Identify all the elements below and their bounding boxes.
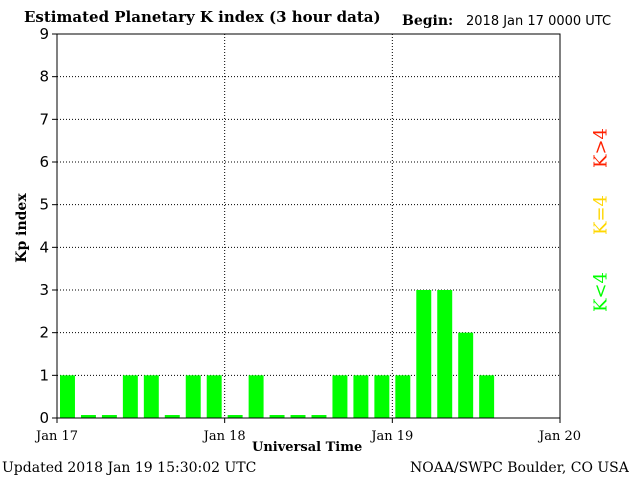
y-tick-label: 7 (39, 110, 49, 128)
kp-bar (269, 415, 285, 418)
chart-title: Estimated Planetary K index (3 hour data… (24, 8, 381, 26)
kp-bar (437, 290, 453, 418)
legend-k-below-4: K<4 (590, 272, 612, 312)
plot-frame (56, 33, 561, 419)
kp-bar (227, 415, 243, 418)
y-tick-label: 9 (39, 25, 49, 43)
kp-bar (479, 375, 495, 418)
begin-label: Begin: (402, 13, 454, 29)
legend-k-equal-4: K=4 (590, 195, 612, 235)
kp-bar (458, 332, 474, 418)
source-credit: NOAA/SWPC Boulder, CO USA (410, 460, 629, 476)
x-tick-label: Jan 18 (202, 429, 246, 444)
kp-bar (185, 375, 201, 418)
y-tick-label: 5 (39, 196, 49, 214)
kp-bar (60, 375, 75, 418)
kp-bar (248, 375, 264, 418)
x-axis-label: Universal Time (252, 440, 363, 455)
y-tick-label: 2 (39, 324, 49, 342)
kp-bar (374, 375, 390, 418)
kp-bar (101, 415, 117, 418)
kp-bar (206, 375, 222, 418)
y-tick-label: 4 (39, 238, 49, 256)
kp-bar (122, 375, 138, 418)
x-tick-label: Jan 20 (537, 429, 581, 444)
kp-bar (290, 415, 306, 418)
kp-bar (80, 415, 96, 418)
y-tick-label: 0 (39, 409, 49, 427)
updated-timestamp: Updated 2018 Jan 19 15:30:02 UTC (2, 460, 257, 476)
kp-bar (311, 415, 327, 418)
kp-bar (143, 375, 159, 418)
y-tick-label: 8 (39, 68, 49, 86)
x-tick-label: Jan 17 (34, 429, 78, 444)
x-tick-label: Jan 19 (369, 429, 413, 444)
begin-value: 2018 Jan 17 0000 UTC (466, 14, 612, 29)
kp-bar (332, 375, 348, 418)
kp-bar (416, 290, 432, 418)
kp-bar (353, 375, 369, 418)
y-axis-label: Kp index (14, 193, 30, 263)
legend-k-above-4: K>4 (590, 128, 612, 168)
y-tick-label: 1 (39, 366, 49, 384)
kp-bar (164, 415, 180, 418)
y-tick-label: 3 (39, 281, 49, 299)
kp-bar (395, 375, 411, 418)
y-tick-label: 6 (39, 153, 49, 171)
